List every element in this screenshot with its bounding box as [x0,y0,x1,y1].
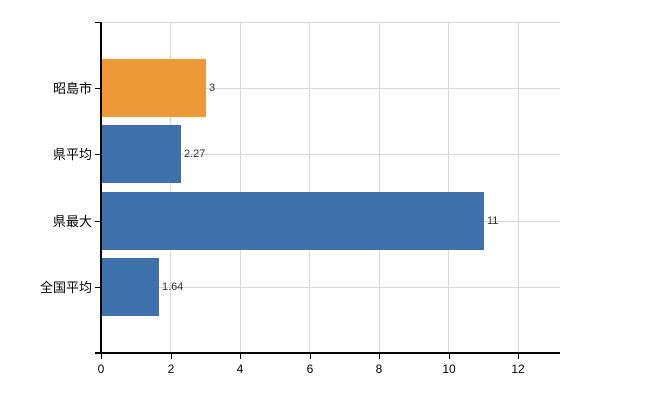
horizontal-gridline [101,287,560,288]
bar-value-label: 11 [487,215,499,227]
x-axis-tick-label: 2 [167,362,175,376]
plot-top-gridline [101,22,560,23]
y-axis-tick [95,88,101,89]
x-axis-tick [379,354,380,359]
bar-4 [102,258,159,316]
horizontal-gridline [101,154,560,155]
bar-3 [102,192,484,250]
x-axis-tick-label: 12 [511,362,525,376]
category-label: 昭島市 [52,81,92,96]
x-axis-tick-label: 0 [97,362,105,376]
x-axis-tick-label: 4 [236,362,244,376]
bar-2 [102,125,181,183]
y-axis-tick [95,221,101,222]
bar-1 [102,59,206,117]
y-axis-tick [95,287,101,288]
x-axis-tick [101,354,102,359]
bar-value-label: 2.27 [184,148,206,160]
x-axis-tick [171,354,172,359]
x-axis-tick [240,354,241,359]
x-axis-tick [310,354,311,359]
category-label: 県平均 [52,147,92,162]
bar-value-label: 3 [209,82,216,94]
y-axis-top-tick [95,22,101,23]
vertical-gridline [309,22,310,353]
x-axis-tick [449,354,450,359]
vertical-gridline [378,22,380,353]
x-axis-tick-label: 6 [306,362,314,376]
x-axis-line [95,352,560,354]
horizontal-gridline [101,88,560,89]
vertical-gridline [517,22,519,353]
x-axis-tick-label: 10 [442,362,456,376]
y-axis-line [100,22,102,353]
x-axis-tick-label: 8 [375,362,383,376]
vertical-gridline [448,22,449,353]
category-label: 県最大 [52,214,92,229]
bar-value-label: 1.64 [162,281,184,293]
y-axis-tick [95,154,101,155]
category-label: 全国平均 [39,280,92,295]
x-axis-tick [518,354,519,359]
vertical-gridline [239,22,241,353]
vertical-gridline [170,22,171,353]
